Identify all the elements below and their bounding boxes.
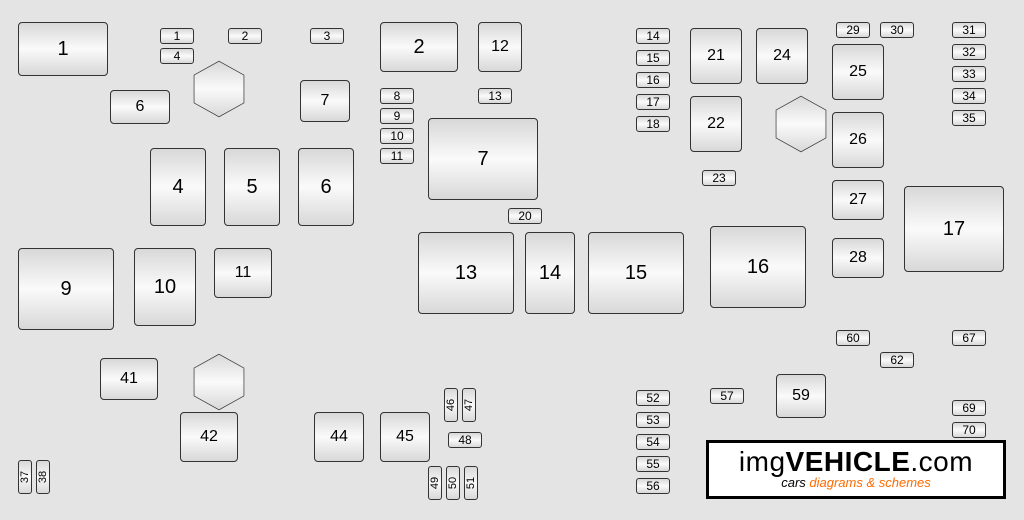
fuse-block-42-51: 42 xyxy=(180,412,238,462)
fuse-box-diagram: 1142367212891011134567209101113141514151… xyxy=(0,0,1024,520)
fuse-block-48-58: 48 xyxy=(448,432,482,448)
fuse-block-13-22: 13 xyxy=(418,232,514,314)
fuse-block-32-38: 32 xyxy=(952,44,986,60)
fuse-block-16-27: 16 xyxy=(636,72,670,88)
fuse-block-70-70: 70 xyxy=(952,422,986,438)
fuse-block-8-9: 8 xyxy=(380,88,414,104)
watermark-bold: VEHICLE xyxy=(786,446,911,477)
fuse-block-50-60: 50 xyxy=(446,466,460,500)
fuse-block-3-4: 3 xyxy=(310,28,344,44)
fuse-block-17-46: 17 xyxy=(904,186,1004,272)
fuse-block-56-66: 56 xyxy=(636,478,670,494)
watermark-post: .com xyxy=(910,446,973,477)
watermark-line2-pre: cars xyxy=(781,475,809,490)
fuse-block-30-36: 30 xyxy=(880,22,914,38)
fuse-block-51-61: 51 xyxy=(464,466,478,500)
fuse-block-25-33: 25 xyxy=(832,44,884,100)
fuse-block-15-24: 15 xyxy=(588,232,684,314)
fuse-block-28-44: 28 xyxy=(832,238,884,278)
fuse-block-59-68: 59 xyxy=(776,374,826,418)
fuse-block-27-43: 27 xyxy=(832,180,884,220)
fuse-block-55-65: 55 xyxy=(636,456,670,472)
fuse-block-60-47: 60 xyxy=(836,330,870,346)
fuse-block-1-0: 1 xyxy=(18,22,108,76)
fuse-block-11-21: 11 xyxy=(214,248,272,298)
fuse-block-1-1: 1 xyxy=(160,28,194,44)
fuse-block-22-32: 22 xyxy=(690,96,742,152)
fuse-block-7-6: 7 xyxy=(300,80,350,122)
fuse-block-17-28: 17 xyxy=(636,94,670,110)
fuse-block-9-10: 9 xyxy=(380,108,414,124)
fuse-block-21-30: 21 xyxy=(690,28,742,84)
fuse-block-2-3: 2 xyxy=(228,28,262,44)
fuse-block-6-16: 6 xyxy=(298,148,354,226)
fuse-block-4-2: 4 xyxy=(160,48,194,64)
watermark-badge: imgVEHICLE.com cars diagrams & schemes xyxy=(706,440,1006,499)
fuse-block-24-31: 24 xyxy=(756,28,808,84)
fuse-block-16-45: 16 xyxy=(710,226,806,308)
watermark-line1: imgVEHICLE.com xyxy=(721,447,991,476)
fuse-block-15-26: 15 xyxy=(636,50,670,66)
fuse-block-14-25: 14 xyxy=(636,28,670,44)
watermark-line2-highlight: diagrams & schemes xyxy=(809,475,930,490)
fuse-block-35-41: 35 xyxy=(952,110,986,126)
fuse-block-18-29: 18 xyxy=(636,116,670,132)
fuse-block-10-11: 10 xyxy=(380,128,414,144)
fuse-block-53-63: 53 xyxy=(636,412,670,428)
hex-top-left xyxy=(190,60,248,118)
fuse-block-23-42: 23 xyxy=(702,170,736,186)
fuse-block-29-35: 29 xyxy=(836,22,870,38)
watermark-pre: img xyxy=(739,446,786,477)
fuse-block-12-8: 12 xyxy=(478,22,522,72)
fuse-block-69-69: 69 xyxy=(952,400,986,416)
fuse-block-4-14: 4 xyxy=(150,148,206,226)
fuse-block-10-20: 10 xyxy=(134,248,196,326)
fuse-block-9-19: 9 xyxy=(18,248,114,330)
hex-bottom-left xyxy=(190,353,248,411)
fuse-block-2-7: 2 xyxy=(380,22,458,72)
fuse-block-57-67: 57 xyxy=(710,388,744,404)
fuse-block-13-13: 13 xyxy=(478,88,512,104)
fuse-block-37-54: 37 xyxy=(18,460,32,494)
fuse-block-67-49: 67 xyxy=(952,330,986,346)
fuse-block-20-18: 20 xyxy=(508,208,542,224)
fuse-block-11-12: 11 xyxy=(380,148,414,164)
fuse-block-6-5: 6 xyxy=(110,90,170,124)
fuse-block-31-37: 31 xyxy=(952,22,986,38)
fuse-block-26-34: 26 xyxy=(832,112,884,168)
fuse-block-41-50: 41 xyxy=(100,358,158,400)
fuse-block-52-62: 52 xyxy=(636,390,670,406)
fuse-block-7-17: 7 xyxy=(428,118,538,200)
fuse-block-47-57: 47 xyxy=(462,388,476,422)
fuse-block-34-40: 34 xyxy=(952,88,986,104)
fuse-block-14-23: 14 xyxy=(525,232,575,314)
hex-top-right xyxy=(772,95,830,153)
fuse-block-5-15: 5 xyxy=(224,148,280,226)
fuse-block-45-53: 45 xyxy=(380,412,430,462)
fuse-block-49-59: 49 xyxy=(428,466,442,500)
fuse-block-33-39: 33 xyxy=(952,66,986,82)
fuse-block-46-56: 46 xyxy=(444,388,458,422)
fuse-block-38-55: 38 xyxy=(36,460,50,494)
fuse-block-54-64: 54 xyxy=(636,434,670,450)
fuse-block-62-48: 62 xyxy=(880,352,914,368)
fuse-block-44-52: 44 xyxy=(314,412,364,462)
watermark-line2: cars diagrams & schemes xyxy=(721,476,991,490)
